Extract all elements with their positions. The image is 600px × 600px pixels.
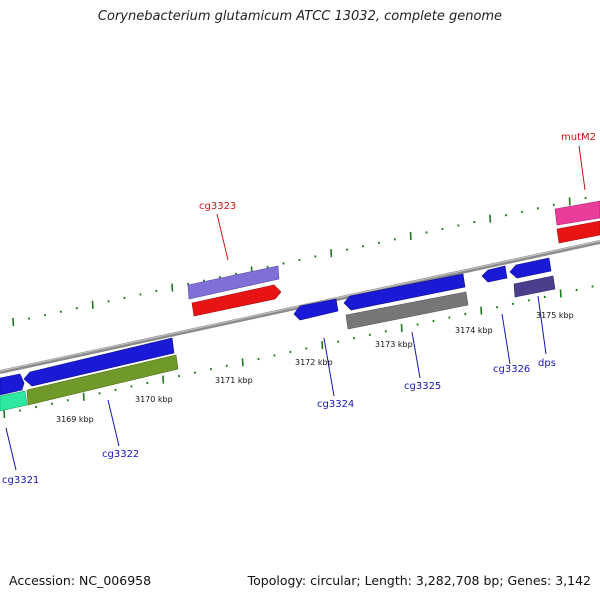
gene-label-cg3322[interactable]: cg3322 [102, 449, 139, 460]
feature-mutM2-pink[interactable] [554, 200, 600, 226]
gene-label-mutM2[interactable]: mutM2 [561, 132, 596, 143]
kbp-label-3173: 3173 kbp [375, 340, 413, 349]
gene-label-cg3326[interactable]: cg3326 [493, 364, 530, 375]
leader-cg3323 [216, 213, 229, 261]
feature-cg3322-olive[interactable] [26, 354, 179, 406]
kbp-label-3175: 3175 kbp [536, 311, 574, 320]
leader-mutM2 [578, 145, 586, 191]
map-title: Corynebacterium glutamicum ATCC 13032, c… [97, 9, 503, 24]
feature-cg3324-blue[interactable] [293, 298, 339, 321]
lower-tick-row [3, 285, 594, 419]
leader-dps [537, 295, 547, 355]
leader-cg3325 [411, 331, 421, 379]
feature-cg3323-red[interactable] [191, 284, 282, 317]
feature-dps-dark[interactable] [513, 275, 556, 298]
leader-cg3322 [107, 399, 120, 447]
gene-label-cg3325[interactable]: cg3325 [404, 381, 441, 392]
accession-text: Accession: NC_006958 [9, 573, 152, 588]
feature-cg3326-blue[interactable] [481, 265, 508, 283]
feature-mutM2-red[interactable] [556, 220, 600, 244]
feature-cg3325-gray[interactable] [345, 291, 469, 330]
feature-blue-left[interactable] [0, 373, 25, 396]
gene-label-cg3321[interactable]: cg3321 [2, 475, 39, 486]
feature-cg3322-blue[interactable] [23, 337, 175, 387]
feature-cg3321-teal[interactable] [0, 390, 28, 412]
gene-label-cg3323[interactable]: cg3323 [199, 201, 236, 212]
leader-cg3321 [5, 427, 17, 471]
kbp-label-3170: 3170 kbp [135, 395, 173, 404]
feature-cg3325-blue[interactable] [343, 273, 466, 311]
kbp-label-3171: 3171 kbp [215, 376, 253, 385]
gene-label-cg3324[interactable]: cg3324 [317, 399, 354, 410]
feature-dps-blue[interactable] [509, 257, 552, 279]
feature-cg3323-purple[interactable] [187, 265, 280, 300]
kbp-label-3172: 3172 kbp [295, 358, 333, 367]
upper-tick-row [12, 196, 587, 327]
kbp-label-3169: 3169 kbp [56, 415, 94, 424]
gene-label-dps[interactable]: dps [538, 358, 556, 369]
leader-lines [5, 145, 586, 471]
leader-cg3324 [323, 337, 335, 397]
leader-cg3326 [501, 313, 511, 365]
kbp-label-3174: 3174 kbp [455, 326, 493, 335]
topology-text: Topology: circular; Length: 3,282,708 bp… [247, 573, 591, 588]
